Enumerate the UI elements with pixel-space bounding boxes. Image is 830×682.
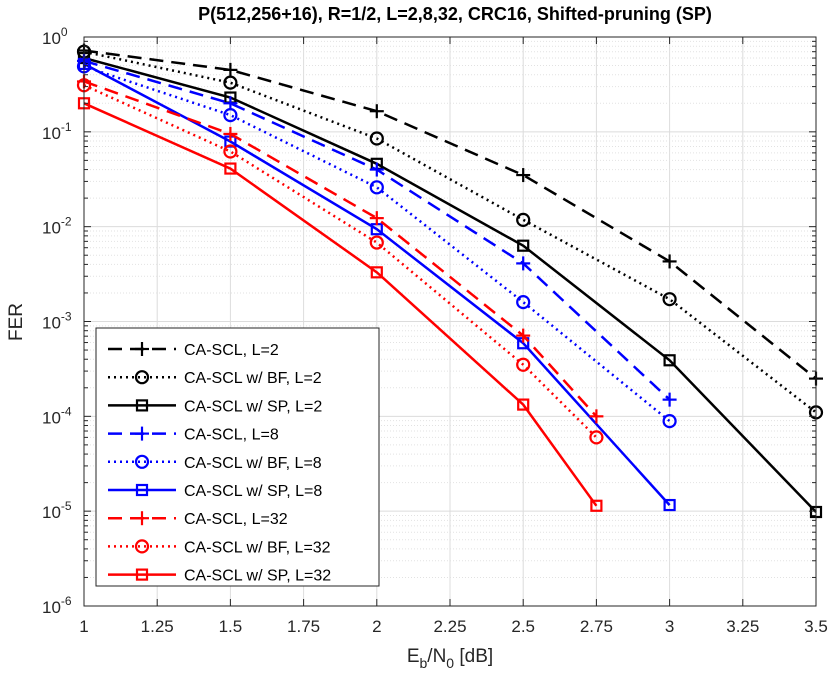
y-tick-label: 100 [42,25,68,48]
series-line [83,84,598,439]
legend-entry: CA-SCL w/ BF, L=2 [108,370,322,387]
data-point-square [663,354,676,367]
series-line [83,102,598,507]
x-tick-label: 1.75 [287,617,320,636]
legend-marker-plus [135,342,149,356]
data-point-circle [662,292,677,307]
legend-label: CA-SCL, L=8 [184,427,279,444]
data-point-square [517,398,530,411]
legend-entry: CA-SCL w/ BF, L=32 [108,539,331,556]
data-point-plus [516,168,531,183]
legend-marker-plus [135,511,149,526]
y-tick-label: 10-6 [42,594,72,617]
data-point-circle [369,235,384,250]
x-tick-label: 1.25 [141,617,174,636]
x-label-tail: [dB] [454,646,493,667]
x-tick-label: 3 [665,617,674,636]
legend-marker-square [135,568,149,581]
x-axis-label: Eb/N0 [dB] [407,646,493,671]
legend-label: CA-SCL w/ BF, L=2 [184,370,322,387]
y-axis-label: FER [6,303,27,341]
x-label-mid: /N [427,646,446,667]
x-tick-label: 2 [372,617,381,636]
series-line [83,65,671,423]
y-tick-label: 10-1 [42,120,72,143]
y-tick-label: 10-5 [42,499,72,522]
data-point-circle [516,357,531,372]
legend-marker-circle [134,454,150,469]
legend-label: CA-SCL w/ BF, L=32 [184,539,331,556]
series-9 [77,97,603,512]
x-tick-label: 2.5 [511,617,535,636]
y-tick-label: 10-3 [42,310,72,333]
y-tick-label: 10-2 [42,215,72,238]
x-label-base: E [407,646,420,667]
data-point-square [370,266,383,279]
legend-marker-circle [134,370,150,385]
legend-entry: CA-SCL, L=32 [108,511,288,528]
series-line [83,62,671,506]
data-point-square [224,162,237,175]
data-point-circle [589,430,604,445]
data-point-plus [223,96,238,111]
data-point-plus [516,328,531,343]
data-point-circle [516,295,531,310]
data-point-plus [589,409,604,424]
legend-marker-plus [135,426,149,441]
data-point-plus [662,392,677,407]
legend-label: CA-SCL, L=32 [184,511,288,528]
data-point-plus [369,211,384,226]
ticks: 1 1.25 1.5 1.75 2 2.25 2.5 2.75 3 3.25 3.5 100 10-1 1… [42,25,828,636]
legend-entry: CA-SCL w/ SP, L=2 [108,398,322,415]
data-point-plus [369,104,384,119]
legend-label: CA-SCL w/ SP, L=32 [184,568,331,585]
data-point-plus [369,162,384,177]
legend-marker-square [135,483,149,497]
series-line [83,56,817,513]
legend-label: CA-SCL, L=2 [184,342,279,359]
legend-label: CA-SCL w/ SP, L=8 [184,483,322,500]
data-point-square [517,239,530,252]
x-tick-label: 3.25 [726,617,759,636]
data-point-square [590,499,603,512]
legend-marker-circle [134,539,150,554]
data-point-circle [223,108,238,123]
legend-entry: CA-SCL, L=8 [108,426,279,444]
data-point-plus [662,254,677,269]
x-tick-label: 1 [79,617,88,636]
legend-entry: CA-SCL w/ BF, L=8 [108,454,322,472]
legend-label: CA-SCL w/ SP, L=2 [184,398,322,415]
y-tick-label: 10-4 [42,404,72,427]
x-label-sub2: 0 [446,655,454,671]
data-point-circle [223,75,238,90]
x-tick-label: 3.5 [804,617,828,636]
legend: CA-SCL, L=2 CA-SCL w/ BF, L=2 CA-SCL w/ SP… [95,327,380,587]
x-label-sub1: b [420,655,428,671]
data-point-plus [516,256,531,271]
data-point-circle [369,180,384,195]
x-tick-label: 2.75 [580,617,613,636]
legend-entry: CA-SCL w/ SP, L=32 [108,568,331,585]
data-point-circle [516,212,531,227]
x-tick-label: 1.5 [219,617,243,636]
legend-entry: CA-SCL, L=2 [108,342,279,359]
series-line [83,50,817,414]
data-point-plus [223,62,238,77]
data-point-plus [223,126,238,141]
data-point-square [663,498,676,512]
x-tick-label: 2.25 [433,617,466,636]
data-point-circle [662,414,677,429]
chart-title: P(512,256+16), R=1/2, L=2,8,32, CRC16, S… [198,4,712,24]
legend-label: CA-SCL w/ BF, L=8 [184,455,322,472]
data-point-circle [223,144,238,159]
legend-marker-square [135,399,149,412]
data-point-circle [369,131,384,146]
legend-entry: CA-SCL w/ SP, L=8 [108,483,322,500]
series-line [83,49,817,380]
